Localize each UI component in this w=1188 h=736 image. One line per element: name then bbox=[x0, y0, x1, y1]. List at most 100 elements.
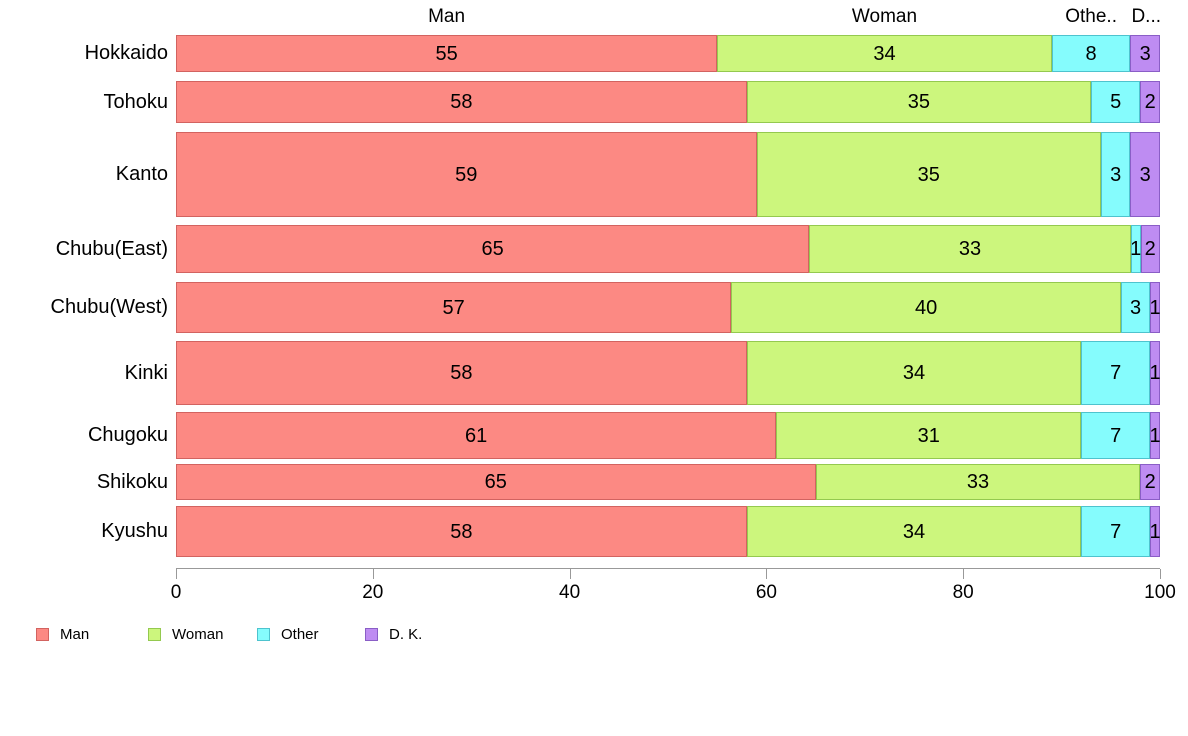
segment-value-label: 3 bbox=[1139, 42, 1151, 65]
category-label: Shikoku bbox=[96, 470, 168, 493]
column-header-woman: Woman bbox=[851, 6, 918, 27]
bar-segment-man: 58 bbox=[176, 81, 747, 123]
x-axis-tick-label: 100 bbox=[1144, 582, 1176, 603]
segment-value-label: 3 bbox=[1130, 296, 1142, 319]
bar-row: 61 31 7 1 bbox=[176, 412, 1161, 459]
segment-value-label: 55 bbox=[435, 42, 458, 65]
segment-value-label: 35 bbox=[907, 91, 931, 113]
bar-segment-man: 57 bbox=[176, 282, 732, 333]
segment-value-label: 7 bbox=[1110, 362, 1122, 384]
bar-segment-dk: 2 bbox=[1140, 225, 1160, 273]
bar-segment-woman: 31 bbox=[776, 412, 1082, 459]
segment-value-label: 31 bbox=[917, 424, 940, 447]
bar-segment-woman: 35 bbox=[756, 132, 1101, 217]
segment-value-label: 7 bbox=[1110, 520, 1122, 543]
segment-value-label: 1 bbox=[1130, 238, 1142, 260]
x-axis-tick bbox=[766, 569, 768, 579]
x-axis-tick-label: 20 bbox=[362, 582, 384, 603]
segment-value-label: 33 bbox=[958, 238, 982, 260]
legend-swatch bbox=[36, 628, 49, 641]
bar-segment-woman: 33 bbox=[809, 225, 1131, 273]
bar-segment-woman: 34 bbox=[746, 341, 1082, 405]
category-label: Chubu(East) bbox=[55, 237, 168, 260]
legend-swatch bbox=[148, 628, 161, 641]
legend-label: D. K. bbox=[389, 626, 423, 643]
legend-swatch bbox=[257, 628, 270, 641]
bar-segment-dk: 1 bbox=[1149, 412, 1161, 459]
bar-segment-other: 7 bbox=[1081, 506, 1151, 557]
x-axis-tick-label: 40 bbox=[559, 582, 581, 603]
legend-label: Man bbox=[60, 626, 90, 643]
segment-value-label: 34 bbox=[873, 42, 896, 65]
segment-value-label: 34 bbox=[902, 362, 926, 384]
bar-segment-man: 61 bbox=[176, 412, 777, 459]
bar-segment-woman: 35 bbox=[746, 81, 1092, 123]
segment-value-label: 1 bbox=[1149, 296, 1161, 319]
segment-value-label: 58 bbox=[450, 91, 473, 113]
x-axis-tick-label: 60 bbox=[755, 582, 777, 603]
x-axis-tick bbox=[1160, 569, 1161, 579]
bar-segment-dk: 3 bbox=[1130, 35, 1160, 72]
bar-segment-other: 7 bbox=[1081, 412, 1151, 459]
bar-segment-woman: 40 bbox=[731, 282, 1121, 333]
segment-value-label: 65 bbox=[481, 238, 504, 260]
legend-label: Other bbox=[281, 626, 319, 643]
bar-row: 58 34 7 1 bbox=[176, 341, 1161, 405]
bar-segment-dk: 2 bbox=[1140, 81, 1160, 123]
bar-segment-other: 8 bbox=[1051, 35, 1131, 72]
bar-segment-dk: 1 bbox=[1150, 341, 1161, 405]
bar-row: 55 34 8 3 bbox=[176, 35, 1160, 72]
bar-segment-other: 1 bbox=[1130, 225, 1142, 273]
bar-segment-dk: 1 bbox=[1150, 506, 1161, 557]
bar-row: 58 34 7 1 bbox=[176, 506, 1161, 557]
segment-value-label: 61 bbox=[464, 424, 488, 447]
x-axis-tick bbox=[176, 569, 177, 579]
x-axis-tick-label: 80 bbox=[952, 582, 974, 603]
x-axis-tick-label: 0 bbox=[170, 582, 182, 603]
x-axis-tick bbox=[963, 569, 965, 579]
bar-segment-man: 55 bbox=[176, 35, 718, 72]
bar-segment-woman: 33 bbox=[815, 464, 1141, 500]
bar-segment-man: 59 bbox=[176, 132, 757, 217]
bar-row: 59 35 3 3 bbox=[176, 132, 1160, 217]
segment-value-label: 1 bbox=[1149, 424, 1161, 447]
x-axis-line bbox=[176, 568, 1160, 569]
bar-row: 65 33 2 bbox=[176, 464, 1160, 500]
bar-segment-dk: 2 bbox=[1140, 464, 1160, 500]
segment-value-label: 3 bbox=[1139, 163, 1151, 186]
category-label: Kyushu bbox=[101, 520, 168, 542]
bar-segment-dk: 3 bbox=[1130, 132, 1160, 217]
segment-value-label: 34 bbox=[902, 520, 926, 543]
bar-segment-other: 3 bbox=[1121, 282, 1151, 333]
bar-row: 58 35 5 2 bbox=[176, 81, 1160, 123]
legend-item-dk: D. K. bbox=[365, 626, 422, 643]
segment-value-label: 65 bbox=[484, 471, 507, 493]
segment-value-label: 35 bbox=[917, 163, 940, 186]
category-label: Chubu(West) bbox=[50, 296, 168, 318]
category-label: Kanto bbox=[115, 163, 168, 185]
segment-value-label: 59 bbox=[455, 163, 478, 186]
column-header-dk: D... bbox=[1131, 6, 1161, 27]
segment-value-label: 58 bbox=[450, 362, 473, 384]
bar-row: 65 33 1 2 bbox=[176, 225, 1160, 273]
segment-value-label: 7 bbox=[1110, 424, 1122, 447]
column-header-other: Othe.. bbox=[1065, 6, 1117, 27]
bar-segment-man: 65 bbox=[176, 225, 810, 273]
bar-row: 57 40 3 1 bbox=[176, 282, 1161, 333]
legend-label: Woman bbox=[172, 626, 224, 643]
bar-segment-dk: 1 bbox=[1149, 282, 1161, 333]
segment-value-label: 3 bbox=[1110, 163, 1122, 186]
segment-value-label: 2 bbox=[1144, 238, 1156, 260]
bar-segment-other: 7 bbox=[1081, 341, 1151, 405]
category-label: Tohoku bbox=[103, 90, 169, 113]
segment-value-label: 5 bbox=[1110, 91, 1122, 113]
segment-value-label: 2 bbox=[1144, 91, 1156, 113]
segment-value-label: 33 bbox=[966, 471, 990, 493]
legend-item-woman: Woman bbox=[148, 626, 223, 643]
category-label: Kinki bbox=[124, 361, 168, 384]
segment-value-label: 57 bbox=[442, 296, 465, 319]
x-axis-tick bbox=[372, 569, 374, 579]
legend-item-man: Man bbox=[36, 626, 89, 643]
x-axis-tick bbox=[569, 569, 571, 579]
